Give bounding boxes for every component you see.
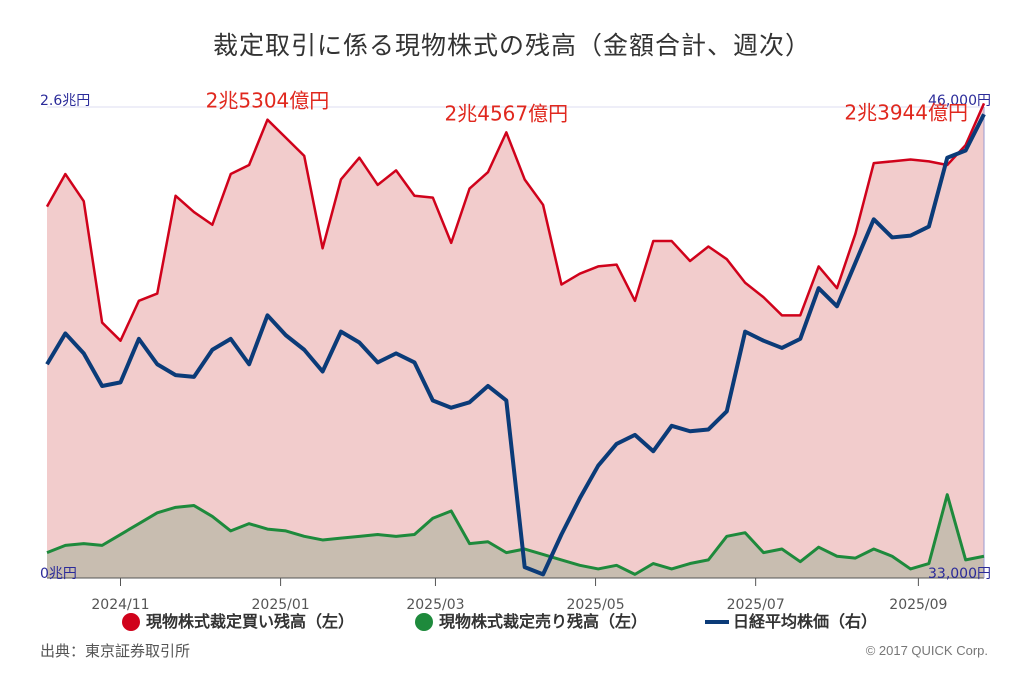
peak-annotation: 2兆3944億円	[844, 100, 968, 124]
nikkei-line	[45, 113, 986, 577]
legend-buy-marker	[122, 613, 140, 631]
legend-buy-label: 現物株式裁定買い残高（左）	[146, 612, 354, 631]
right-axis-top-label: 46,000円	[928, 93, 991, 109]
x-tick-label: 2025/01	[252, 597, 310, 613]
x-tick-label: 2025/07	[727, 597, 785, 613]
right-axis-bottom-label: 33,000円	[928, 566, 991, 582]
sell-area	[47, 494, 984, 578]
peak-annotation: 2兆4567億円	[445, 101, 569, 125]
legend-sell-label: 現物株式裁定売り残高（左）	[439, 612, 647, 631]
x-tick-label: 2025/09	[889, 597, 947, 613]
buy-area	[47, 103, 984, 578]
copyright-note: © 2017 QUICK Corp.	[865, 643, 988, 658]
chart-title: 裁定取引に係る現物株式の残高（金額合計、週次）	[212, 31, 811, 60]
left-axis-top-label: 2.6兆円	[40, 93, 90, 109]
x-tick-label: 2025/05	[566, 597, 624, 613]
left-axis-bottom-label: 0兆円	[40, 566, 77, 582]
x-tick-label: 2024/11	[91, 597, 149, 613]
peak-annotation: 2兆5304億円	[206, 89, 330, 113]
sell-line	[46, 493, 985, 576]
source-note: 出典：東京証券取引所	[40, 642, 191, 660]
legend-sell-marker	[415, 613, 433, 631]
buy-line	[45, 102, 986, 342]
x-tick-label: 2025/03	[406, 597, 464, 613]
legend-nikkei-label: 日経平均株価（右）	[733, 612, 877, 631]
